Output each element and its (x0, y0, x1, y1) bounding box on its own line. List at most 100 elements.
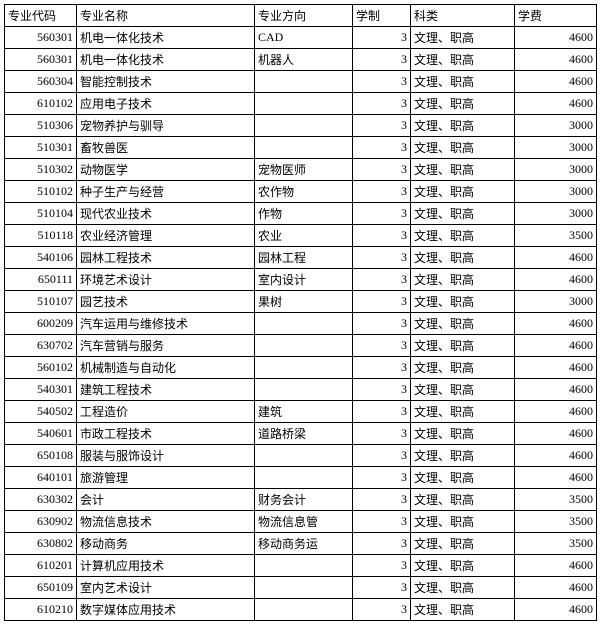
cell-code: 630802 (5, 533, 77, 555)
cell-cat: 文理、职高 (411, 181, 515, 203)
table-row: 630902物流信息技术物流信息管3文理、职高3500 (5, 511, 597, 533)
cell-years: 3 (353, 577, 411, 599)
cell-years: 3 (353, 533, 411, 555)
cell-cat: 文理、职高 (411, 71, 515, 93)
table-row: 510302动物医学宠物医师3文理、职高3000 (5, 159, 597, 181)
cell-name: 现代农业技术 (77, 203, 255, 225)
cell-fee: 3000 (515, 159, 597, 181)
cell-fee: 4600 (515, 577, 597, 599)
cell-code: 560304 (5, 71, 77, 93)
cell-dir (255, 555, 353, 577)
cell-code: 510302 (5, 159, 77, 181)
cell-years: 3 (353, 71, 411, 93)
cell-cat: 文理、职高 (411, 423, 515, 445)
cell-name: 园林工程技术 (77, 247, 255, 269)
cell-years: 3 (353, 137, 411, 159)
cell-cat: 文理、职高 (411, 49, 515, 71)
cell-name: 室内艺术设计 (77, 577, 255, 599)
cell-name: 机械制造与自动化 (77, 357, 255, 379)
table-row: 560102机械制造与自动化3文理、职高4600 (5, 357, 597, 379)
cell-fee: 4600 (515, 599, 597, 621)
cell-fee: 4600 (515, 357, 597, 379)
header-fee: 学费 (515, 5, 597, 27)
cell-name: 市政工程技术 (77, 423, 255, 445)
cell-name: 物流信息技术 (77, 511, 255, 533)
cell-cat: 文理、职高 (411, 115, 515, 137)
cell-fee: 4600 (515, 379, 597, 401)
cell-name: 宠物养护与驯导 (77, 115, 255, 137)
cell-code: 510104 (5, 203, 77, 225)
table-row: 510104现代农业技术作物3文理、职高3000 (5, 203, 597, 225)
cell-fee: 4600 (515, 335, 597, 357)
cell-name: 农业经济管理 (77, 225, 255, 247)
cell-code: 650108 (5, 445, 77, 467)
cell-years: 3 (353, 269, 411, 291)
cell-name: 服装与服饰设计 (77, 445, 255, 467)
cell-code: 600209 (5, 313, 77, 335)
cell-code: 510102 (5, 181, 77, 203)
cell-dir (255, 137, 353, 159)
cell-code: 540301 (5, 379, 77, 401)
cell-years: 3 (353, 291, 411, 313)
table-row: 650109室内艺术设计 3文理、职高4600 (5, 577, 597, 599)
cell-name: 工程造价 (77, 401, 255, 423)
cell-years: 3 (353, 489, 411, 511)
cell-code: 650111 (5, 269, 77, 291)
cell-fee: 4600 (515, 269, 597, 291)
cell-cat: 文理、职高 (411, 247, 515, 269)
cell-years: 3 (353, 379, 411, 401)
cell-code: 560102 (5, 357, 77, 379)
cell-dir: 财务会计 (255, 489, 353, 511)
cell-dir: 移动商务运 (255, 533, 353, 555)
cell-name: 机电一体化技术 (77, 49, 255, 71)
cell-cat: 文理、职高 (411, 291, 515, 313)
cell-years: 3 (353, 203, 411, 225)
cell-cat: 文理、职高 (411, 137, 515, 159)
cell-cat: 文理、职高 (411, 467, 515, 489)
table-row: 540301建筑工程技术3文理、职高4600 (5, 379, 597, 401)
cell-name: 汽车营销与服务 (77, 335, 255, 357)
cell-dir: 机器人 (255, 49, 353, 71)
cell-fee: 3500 (515, 489, 597, 511)
cell-fee: 3000 (515, 115, 597, 137)
cell-cat: 文理、职高 (411, 27, 515, 49)
cell-code: 510306 (5, 115, 77, 137)
cell-fee: 4600 (515, 313, 597, 335)
cell-name: 数字媒体应用技术 (77, 599, 255, 621)
cell-code: 540601 (5, 423, 77, 445)
cell-code: 510107 (5, 291, 77, 313)
cell-cat: 文理、职高 (411, 357, 515, 379)
cell-code: 560301 (5, 27, 77, 49)
cell-cat: 文理、职高 (411, 269, 515, 291)
cell-code: 510118 (5, 225, 77, 247)
table-row: 610201计算机应用技术3文理、职高4600 (5, 555, 597, 577)
cell-cat: 文理、职高 (411, 533, 515, 555)
cell-fee: 4600 (515, 423, 597, 445)
cell-name: 智能控制技术 (77, 71, 255, 93)
cell-name: 种子生产与经营 (77, 181, 255, 203)
header-dir: 专业方向 (255, 5, 353, 27)
cell-fee: 3500 (515, 533, 597, 555)
cell-code: 540106 (5, 247, 77, 269)
cell-fee: 3000 (515, 181, 597, 203)
cell-name: 园艺技术 (77, 291, 255, 313)
cell-code: 630302 (5, 489, 77, 511)
cell-fee: 4600 (515, 467, 597, 489)
cell-cat: 文理、职高 (411, 511, 515, 533)
cell-fee: 4600 (515, 71, 597, 93)
cell-code: 560301 (5, 49, 77, 71)
cell-cat: 文理、职高 (411, 577, 515, 599)
cell-dir: 农业 (255, 225, 353, 247)
table-row: 560301机电一体化技术CAD3文理、职高4600 (5, 27, 597, 49)
table-row: 650111环境艺术设计室内设计3文理、职高4600 (5, 269, 597, 291)
cell-dir (255, 93, 353, 115)
cell-code: 610102 (5, 93, 77, 115)
cell-code: 650109 (5, 577, 77, 599)
cell-cat: 文理、职高 (411, 203, 515, 225)
table-row: 630702汽车营销与服务3文理、职高4600 (5, 335, 597, 357)
cell-fee: 3000 (515, 137, 597, 159)
cell-dir: 作物 (255, 203, 353, 225)
cell-cat: 文理、职高 (411, 379, 515, 401)
cell-years: 3 (353, 445, 411, 467)
cell-cat: 文理、职高 (411, 335, 515, 357)
